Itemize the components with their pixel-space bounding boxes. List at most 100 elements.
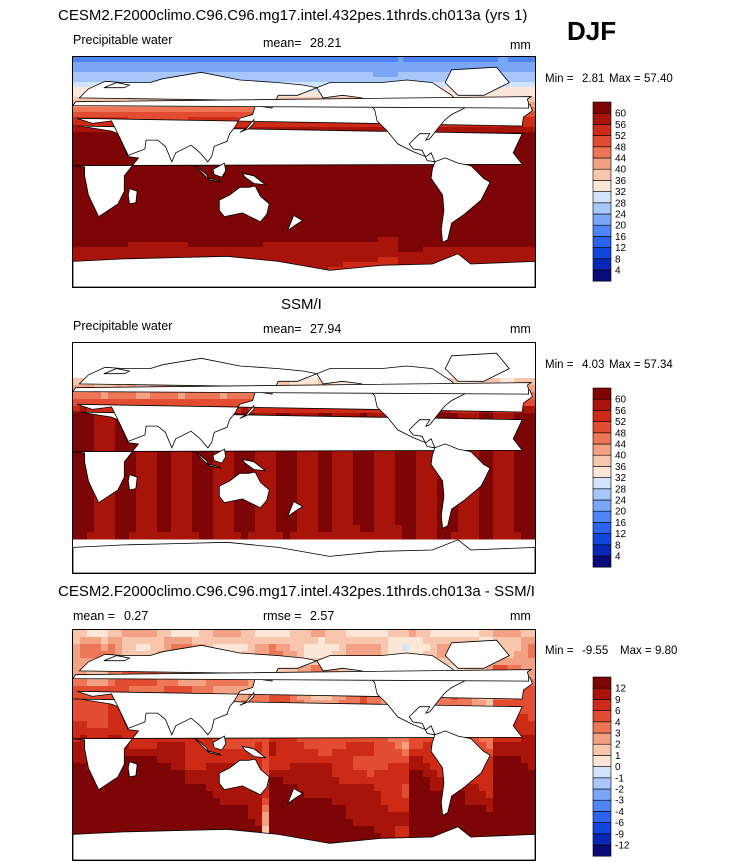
colorbar-swatch [592, 258, 612, 271]
colorbar-tick-label: 3 [615, 729, 621, 740]
colorbar-tick-label: 16 [615, 518, 627, 529]
colorbar-swatch [592, 454, 612, 467]
colorbar-tick-label: 32 [615, 187, 627, 198]
colorbar-diff: -12 -9 -6 -4 -3 -2 -1 0 1 2 3 4 6 9 12 [592, 676, 652, 857]
colorbar-tick-label: -2 [615, 785, 624, 796]
colorbar-swatch [592, 522, 612, 534]
colorbar-tick-label: 0 [615, 762, 621, 773]
continent-outline [430, 443, 491, 529]
colorbar-tick-label: 4 [615, 266, 621, 277]
rmse-value-diff: 2.57 [310, 609, 335, 623]
colorbar-tick-label: 44 [615, 440, 627, 451]
colorbar-tick-label: -6 [615, 818, 624, 829]
colorbar-swatch [592, 544, 612, 557]
colorbar-tick-label: 24 [615, 496, 627, 507]
continent-outline [218, 185, 270, 223]
min-label-obs: Min = [545, 359, 574, 371]
max-label-diff: Max = [620, 645, 652, 657]
units-label-model: mm [510, 38, 531, 52]
colorbar-tick-label: 44 [615, 154, 627, 165]
colorbar-tick-label: 9 [615, 695, 621, 706]
panel-title-model: CESM2.F2000climo.C96.C96.mg17.intel.432p… [58, 7, 528, 24]
colorbar-tick-label: 56 [615, 120, 627, 131]
continent-outline [103, 368, 131, 375]
colorbar-tick-label: 2 [615, 740, 621, 751]
map-diff [72, 629, 536, 861]
colorbar-tick-label: -4 [615, 807, 624, 818]
colorbar-swatch [592, 191, 612, 204]
mean-value-obs: 27.94 [310, 322, 342, 336]
continent-outline [73, 382, 533, 395]
colorbar-tick-label: 60 [615, 395, 627, 406]
colorbar-swatch [592, 269, 612, 282]
continent-outline [444, 352, 510, 382]
colorbar-swatch [592, 732, 612, 745]
max-value-obs: 57.34 [644, 359, 673, 371]
colorbar-swatch [592, 833, 612, 846]
continent-outline [239, 404, 255, 419]
coastlines [73, 352, 535, 573]
variable-label-model: Precipitable water [73, 33, 173, 47]
colorbar-swatch [592, 112, 612, 125]
colorbar-tick-label: 48 [615, 428, 627, 439]
colorbar-tick-label: 48 [615, 142, 627, 153]
panel-title-diff: CESM2.F2000climo.C96.C96.mg17.intel.432p… [58, 583, 535, 600]
colorbar-swatch [592, 224, 612, 237]
colorbar-swatch [592, 721, 612, 734]
colorbar-swatch [592, 157, 612, 170]
antarctica-outline [73, 826, 535, 860]
continent-outline [127, 474, 138, 491]
colorbar-tick-label: 36 [615, 176, 627, 187]
colorbar-tick-label: 32 [615, 473, 627, 484]
min-value-diff: -9.55 [582, 645, 609, 657]
colorbar-swatch [592, 766, 612, 779]
colorbar-tick-label: 52 [615, 417, 627, 428]
colorbar-swatch [592, 202, 612, 215]
continent-outline [127, 761, 138, 778]
mean-label-diff: mean = [73, 609, 116, 623]
colorbar-tick-label: 60 [615, 109, 627, 120]
continent-outline [218, 758, 270, 796]
continent-outline [286, 500, 304, 518]
colorbar-swatch [592, 777, 612, 790]
min-value-obs: 4.03 [582, 359, 605, 371]
colorbar-tick-label: -1 [615, 773, 624, 784]
continent-outline [194, 451, 210, 466]
mean-value-diff: 0.27 [124, 609, 149, 623]
colorbar-swatch [592, 247, 612, 260]
colorbar-tick-label: 52 [615, 131, 627, 142]
colorbar-swatch [592, 510, 612, 523]
colorbar-obs: 4 8 12 16 20 24 28 32 36 40 44 48 52 56 60 [592, 387, 652, 568]
continent-outline [444, 639, 510, 669]
colorbar-swatch [592, 755, 612, 767]
colorbar-swatch [592, 236, 612, 248]
colorbar-swatch [592, 844, 612, 857]
colorbar-swatch [592, 387, 612, 400]
colorbar-swatch [592, 101, 612, 114]
continent-outline [212, 735, 227, 751]
colorbar-swatch [592, 811, 612, 823]
mean-value-model: 28.21 [310, 36, 342, 50]
continent-outline [194, 738, 210, 753]
colorbar-tick-label: 20 [615, 507, 627, 518]
colorbar-swatch [592, 410, 612, 422]
colorbar-swatch [592, 822, 612, 835]
colorbar-swatch [592, 398, 612, 411]
colorbar-swatch [592, 432, 612, 445]
max-value-model: 57.40 [644, 73, 673, 85]
continent-outline [212, 162, 227, 178]
continent-outline [127, 188, 138, 205]
continent-outline [194, 165, 210, 180]
antarctica-outline [73, 253, 535, 287]
colorbar-swatch [592, 687, 612, 700]
continent-outline [208, 463, 222, 469]
coastlines [73, 639, 535, 860]
continent-outline [241, 458, 267, 472]
colorbar-tick-label: 40 [615, 451, 627, 462]
colorbar-tick-label: 36 [615, 462, 627, 473]
colorbar-tick-label: 12 [615, 684, 627, 695]
continent-outline [73, 669, 533, 682]
mean-label-obs: mean= [263, 322, 302, 336]
antarctica-outline [73, 539, 535, 573]
colorbar-tick-label: 28 [615, 198, 627, 209]
